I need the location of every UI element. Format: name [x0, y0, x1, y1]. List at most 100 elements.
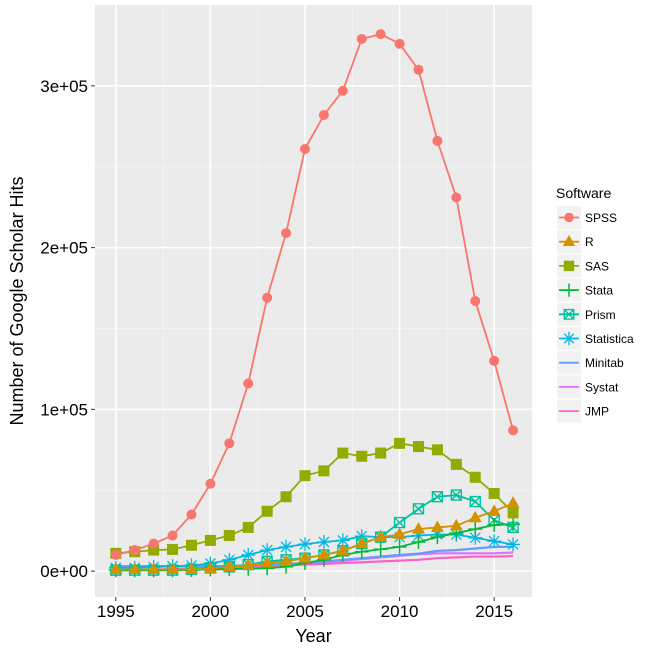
- marker-asterisk: [506, 537, 521, 552]
- marker-circle: [148, 538, 159, 549]
- marker-circle: [110, 549, 121, 560]
- marker-circle: [224, 438, 235, 449]
- x-tick-label: 2000: [191, 602, 229, 621]
- marker-circle: [432, 135, 443, 146]
- series-sas: [110, 437, 519, 559]
- legend-label: R: [585, 235, 594, 249]
- marker-triangle: [184, 562, 198, 575]
- marker-triangle: [355, 536, 369, 549]
- marker-square-cross: [393, 516, 406, 529]
- marker-circle: [413, 64, 424, 75]
- marker-circle: [451, 192, 462, 203]
- marker-asterisk: [279, 539, 294, 554]
- marker-square-cross: [431, 491, 444, 503]
- legend-item-stata: Stata: [557, 278, 613, 302]
- series-line: [115, 442, 514, 555]
- marker-triangle: [336, 543, 350, 556]
- marker-asterisk: [297, 537, 312, 552]
- marker-asterisk: [354, 529, 369, 544]
- marker-triangle: [468, 510, 482, 523]
- marker-triangle: [128, 562, 142, 575]
- marker-triangle: [241, 558, 255, 570]
- marker-square-cross: [412, 503, 425, 515]
- marker-triangle: [506, 496, 520, 508]
- marker-circle: [508, 425, 519, 436]
- marker-triangle: [411, 522, 425, 534]
- marker-square: [299, 470, 311, 482]
- marker-square: [450, 458, 462, 470]
- marker-circle: [186, 509, 197, 520]
- marker-triangle: [430, 520, 444, 532]
- legend-label: SPSS: [585, 211, 617, 225]
- marker-square: [280, 491, 292, 503]
- marker-circle: [167, 530, 178, 541]
- marker-asterisk: [335, 533, 350, 548]
- marker-square: [394, 437, 406, 449]
- marker-triangle: [203, 561, 217, 574]
- marker-circle: [470, 296, 481, 306]
- series-line: [115, 502, 514, 571]
- marker-square: [488, 487, 500, 499]
- legend-label: Prism: [585, 308, 616, 322]
- legend-item-systat: Systat: [557, 375, 619, 399]
- marker-plus: [468, 522, 483, 537]
- legend-label: Statistica: [585, 332, 634, 346]
- marker-plus: [430, 530, 445, 545]
- marker-plus: [562, 283, 576, 297]
- marker-circle: [489, 355, 500, 366]
- x-tick-label: 2005: [286, 602, 324, 621]
- marker-circle: [375, 29, 386, 40]
- marker-triangle: [374, 530, 388, 542]
- marker-square: [412, 441, 424, 453]
- legend-label: JMP: [585, 405, 609, 419]
- legend-label: Systat: [585, 380, 619, 394]
- legend-item-jmp: JMP: [557, 399, 609, 423]
- marker-square-cross: [563, 308, 575, 320]
- marker-circle: [356, 33, 367, 44]
- marker-circle: [281, 228, 292, 239]
- marker-square: [318, 465, 330, 477]
- marker-triangle: [260, 556, 274, 568]
- legend-item-sas: SAS: [557, 254, 609, 278]
- marker-triangle: [449, 518, 463, 531]
- marker-circle: [205, 478, 216, 489]
- marker-triangle: [317, 547, 331, 560]
- marker-square: [261, 505, 273, 517]
- marker-square: [167, 543, 179, 555]
- marker-triangle: [222, 559, 236, 572]
- y-axis-title: Number of Google Scholar Hits: [7, 176, 27, 425]
- x-tick-label: 2015: [475, 602, 513, 621]
- marker-plus: [373, 542, 388, 557]
- legend: Software SPSS R SAS Stata Prism Statistica Mini…: [556, 185, 634, 423]
- marker-square-cross: [469, 495, 481, 508]
- legend-title: Software: [556, 185, 611, 201]
- marker-square: [375, 447, 387, 459]
- marker-square: [185, 539, 197, 551]
- marker-circle: [318, 109, 329, 120]
- x-tick-label: 2010: [381, 602, 419, 621]
- marker-triangle: [562, 235, 576, 246]
- y-tick-label: 3e+05: [40, 77, 88, 96]
- y-tick-label: 0e+00: [40, 562, 88, 581]
- series-r: [109, 496, 520, 575]
- marker-square: [563, 260, 575, 272]
- marker-triangle: [487, 504, 501, 516]
- plot-panel: [95, 5, 532, 597]
- marker-square: [337, 447, 349, 459]
- marker-square: [469, 471, 481, 483]
- marker-circle: [564, 212, 574, 223]
- marker-circle: [394, 38, 405, 49]
- legend-item-prism: Prism: [557, 302, 616, 326]
- marker-plus: [392, 539, 407, 554]
- marker-asterisk: [241, 547, 256, 562]
- y-tick-label: 1e+05: [40, 400, 88, 419]
- legend-label: Stata: [585, 284, 613, 298]
- legend-item-r: R: [557, 230, 594, 254]
- marker-plus: [506, 517, 521, 532]
- marker-triangle: [147, 562, 161, 575]
- x-axis-title: Year: [295, 626, 331, 646]
- marker-square: [356, 450, 368, 462]
- marker-square: [242, 521, 254, 533]
- marker-circle: [243, 378, 254, 389]
